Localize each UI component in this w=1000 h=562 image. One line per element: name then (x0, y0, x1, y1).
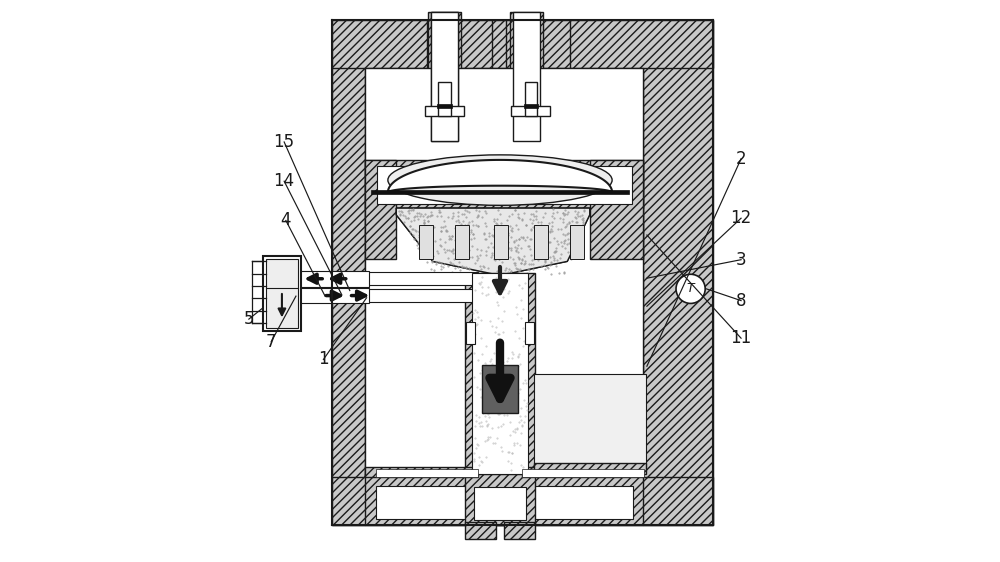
Bar (570, 225, 584, 259)
Bar (332, 477, 713, 525)
Bar (534, 225, 548, 259)
Bar (365, 289, 478, 302)
Bar (428, 12, 461, 141)
Bar (365, 161, 396, 259)
Bar (431, 12, 458, 141)
Text: 1: 1 (318, 351, 329, 369)
Bar (513, 12, 540, 141)
Bar (502, 273, 535, 474)
Polygon shape (388, 160, 612, 192)
Bar (524, 105, 538, 108)
Bar (643, 20, 713, 525)
Bar (494, 225, 508, 259)
Text: 3: 3 (736, 251, 746, 269)
Text: T: T (687, 282, 694, 296)
Bar (465, 522, 496, 539)
Bar (419, 225, 433, 259)
Bar (376, 486, 633, 519)
Bar (510, 12, 543, 141)
Bar (474, 487, 526, 520)
Bar (425, 106, 464, 116)
Text: 4: 4 (281, 211, 291, 229)
Bar (534, 374, 646, 469)
Bar (465, 273, 498, 474)
Bar (506, 20, 570, 68)
Polygon shape (396, 208, 590, 275)
Ellipse shape (388, 155, 612, 205)
Bar (332, 20, 713, 68)
Bar (371, 189, 629, 194)
Bar (525, 323, 534, 344)
Text: 12: 12 (730, 209, 752, 227)
Bar (525, 82, 537, 116)
Polygon shape (396, 208, 590, 275)
Bar (534, 463, 646, 474)
Circle shape (676, 274, 705, 303)
Bar (437, 105, 452, 108)
Text: 2: 2 (736, 150, 746, 168)
Bar (296, 271, 369, 287)
Text: 14: 14 (274, 172, 295, 190)
Bar (438, 82, 451, 116)
Bar (365, 68, 643, 477)
Bar (482, 365, 518, 413)
Bar (431, 12, 458, 141)
Bar (296, 288, 369, 303)
Bar (522, 469, 644, 477)
Bar (332, 20, 365, 525)
Bar (465, 474, 535, 525)
Bar (376, 469, 478, 477)
Bar (466, 323, 475, 344)
Text: 5: 5 (244, 310, 254, 328)
Text: 11: 11 (730, 329, 752, 347)
Bar (427, 20, 492, 68)
Bar (365, 467, 478, 477)
Bar (266, 259, 298, 328)
Bar (365, 474, 643, 525)
Bar (522, 467, 643, 477)
Text: 8: 8 (736, 292, 746, 310)
Bar (263, 256, 301, 332)
Bar (472, 273, 528, 474)
Bar (511, 106, 550, 116)
Bar (377, 166, 632, 203)
Text: 7: 7 (266, 333, 277, 351)
Bar (455, 225, 469, 259)
Bar (504, 522, 535, 539)
Bar (590, 161, 643, 259)
Text: 15: 15 (274, 133, 295, 151)
Bar (365, 161, 643, 208)
Bar (365, 272, 478, 285)
